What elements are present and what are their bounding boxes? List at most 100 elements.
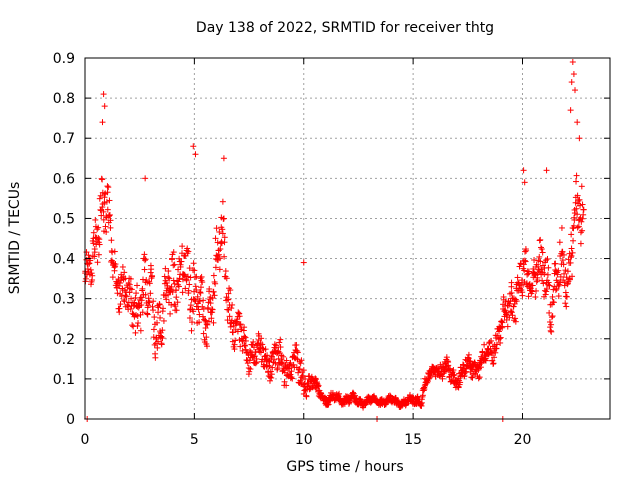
data-point <box>196 311 203 318</box>
data-point <box>538 246 545 253</box>
data-point <box>568 231 575 238</box>
data-point <box>241 333 248 340</box>
data-point <box>205 318 212 325</box>
data-point <box>96 236 103 243</box>
data-point <box>451 371 458 378</box>
data-point <box>510 303 517 310</box>
data-point <box>557 273 564 280</box>
data-point <box>202 317 209 324</box>
data-point <box>502 298 509 305</box>
data-point <box>213 225 220 232</box>
data-point <box>112 261 119 268</box>
data-point <box>568 252 575 259</box>
data-point <box>312 375 319 382</box>
chart-title: Day 138 of 2022, SRMTID for receiver tht… <box>196 20 494 36</box>
data-point <box>512 315 519 322</box>
data-point <box>529 282 536 289</box>
data-point <box>186 315 193 322</box>
data-point <box>579 201 586 208</box>
data-point <box>277 344 284 351</box>
data-point <box>202 325 209 332</box>
data-point <box>221 253 228 260</box>
data-point <box>544 271 551 278</box>
data-point <box>468 374 475 381</box>
data-point <box>488 337 495 344</box>
data-point <box>295 369 302 376</box>
data-point <box>186 281 193 288</box>
data-point <box>190 143 197 150</box>
data-point <box>170 249 177 256</box>
data-point <box>100 91 107 98</box>
data-point <box>578 218 585 225</box>
data-point <box>469 374 476 381</box>
data-point <box>92 234 99 241</box>
data-point <box>135 320 142 327</box>
data-point <box>273 342 280 349</box>
data-point <box>497 334 504 341</box>
data-point <box>568 245 575 252</box>
data-point <box>133 290 140 297</box>
data-point <box>142 175 149 182</box>
data-point <box>106 212 113 219</box>
y-tick-label: 0.9 <box>53 51 75 67</box>
x-tick-label: 20 <box>514 432 532 448</box>
data-point <box>536 237 543 244</box>
data-point <box>559 257 566 264</box>
data-point <box>190 308 197 315</box>
data-point <box>173 294 180 301</box>
data-point <box>126 289 133 296</box>
data-point <box>489 357 496 364</box>
data-point <box>212 235 219 242</box>
data-point <box>564 268 571 275</box>
data-point <box>219 226 226 233</box>
data-point <box>210 319 217 326</box>
data-point <box>88 270 95 277</box>
data-point <box>572 87 578 94</box>
data-point <box>566 276 573 283</box>
data-point <box>575 223 582 230</box>
axis-ticks: 0 0.1 0.2 0.3 0.4 0.5 0.6 0.7 0.8 0.9 0 5 10 15 20 <box>53 51 610 448</box>
data-point <box>164 282 171 289</box>
data-point <box>297 360 304 367</box>
data-point <box>228 305 235 312</box>
data-point <box>499 319 506 326</box>
data-point <box>570 237 577 244</box>
data-point <box>179 243 186 250</box>
data-point <box>144 311 151 318</box>
data-point <box>300 259 307 266</box>
data-point <box>129 322 136 329</box>
data-point <box>188 327 195 334</box>
data-point <box>183 277 190 284</box>
data-point <box>276 339 283 346</box>
data-point <box>297 377 304 384</box>
data-point <box>175 266 182 273</box>
data-point <box>569 59 576 66</box>
data-point <box>87 266 94 273</box>
data-point <box>166 275 173 282</box>
data-point <box>546 319 553 326</box>
data-point <box>96 195 103 202</box>
data-point <box>564 281 571 288</box>
data-point <box>531 271 538 278</box>
data-point <box>498 318 505 325</box>
data-point <box>482 357 489 364</box>
data-point <box>150 298 157 305</box>
data-point <box>127 275 134 282</box>
data-point <box>562 300 569 307</box>
data-point <box>200 330 207 337</box>
data-point <box>229 329 236 336</box>
data-point <box>184 273 191 280</box>
data-point <box>552 287 559 294</box>
data-point <box>237 343 244 350</box>
data-point <box>84 266 91 273</box>
data-point <box>521 257 528 264</box>
y-tick-label: 0.7 <box>53 131 75 147</box>
y-tick-label: 0.6 <box>53 171 75 187</box>
data-point <box>207 300 214 307</box>
data-point <box>104 206 111 213</box>
data-point <box>163 296 170 303</box>
data-point <box>99 119 106 126</box>
data-point <box>160 305 167 312</box>
data-point <box>542 291 549 298</box>
